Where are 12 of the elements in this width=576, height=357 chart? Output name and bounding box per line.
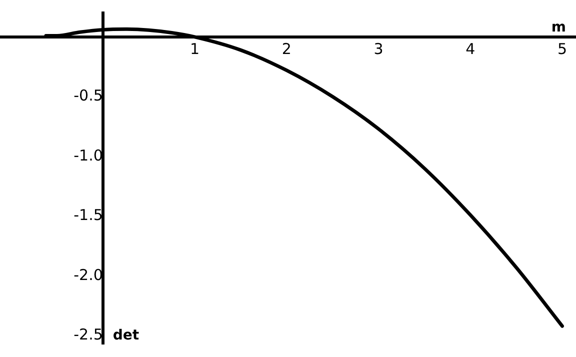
y-tick-label: -0.5 — [74, 86, 103, 105]
x-axis-title: m — [551, 20, 566, 36]
x-tick-label: 2 — [282, 40, 292, 58]
y-tick-label: -1.5 — [74, 206, 103, 224]
y-tick-label: -2.5 — [74, 326, 103, 344]
y-axis-title: det — [112, 327, 140, 344]
y-tick-label: -2.0 — [74, 266, 103, 284]
x-tick-label: 3 — [374, 40, 384, 58]
y-tick-label: -1.0 — [74, 146, 103, 164]
x-tick-label: 4 — [466, 40, 476, 58]
x-tick-label: 1 — [190, 40, 200, 58]
x-tick-label: 5 — [557, 40, 567, 58]
